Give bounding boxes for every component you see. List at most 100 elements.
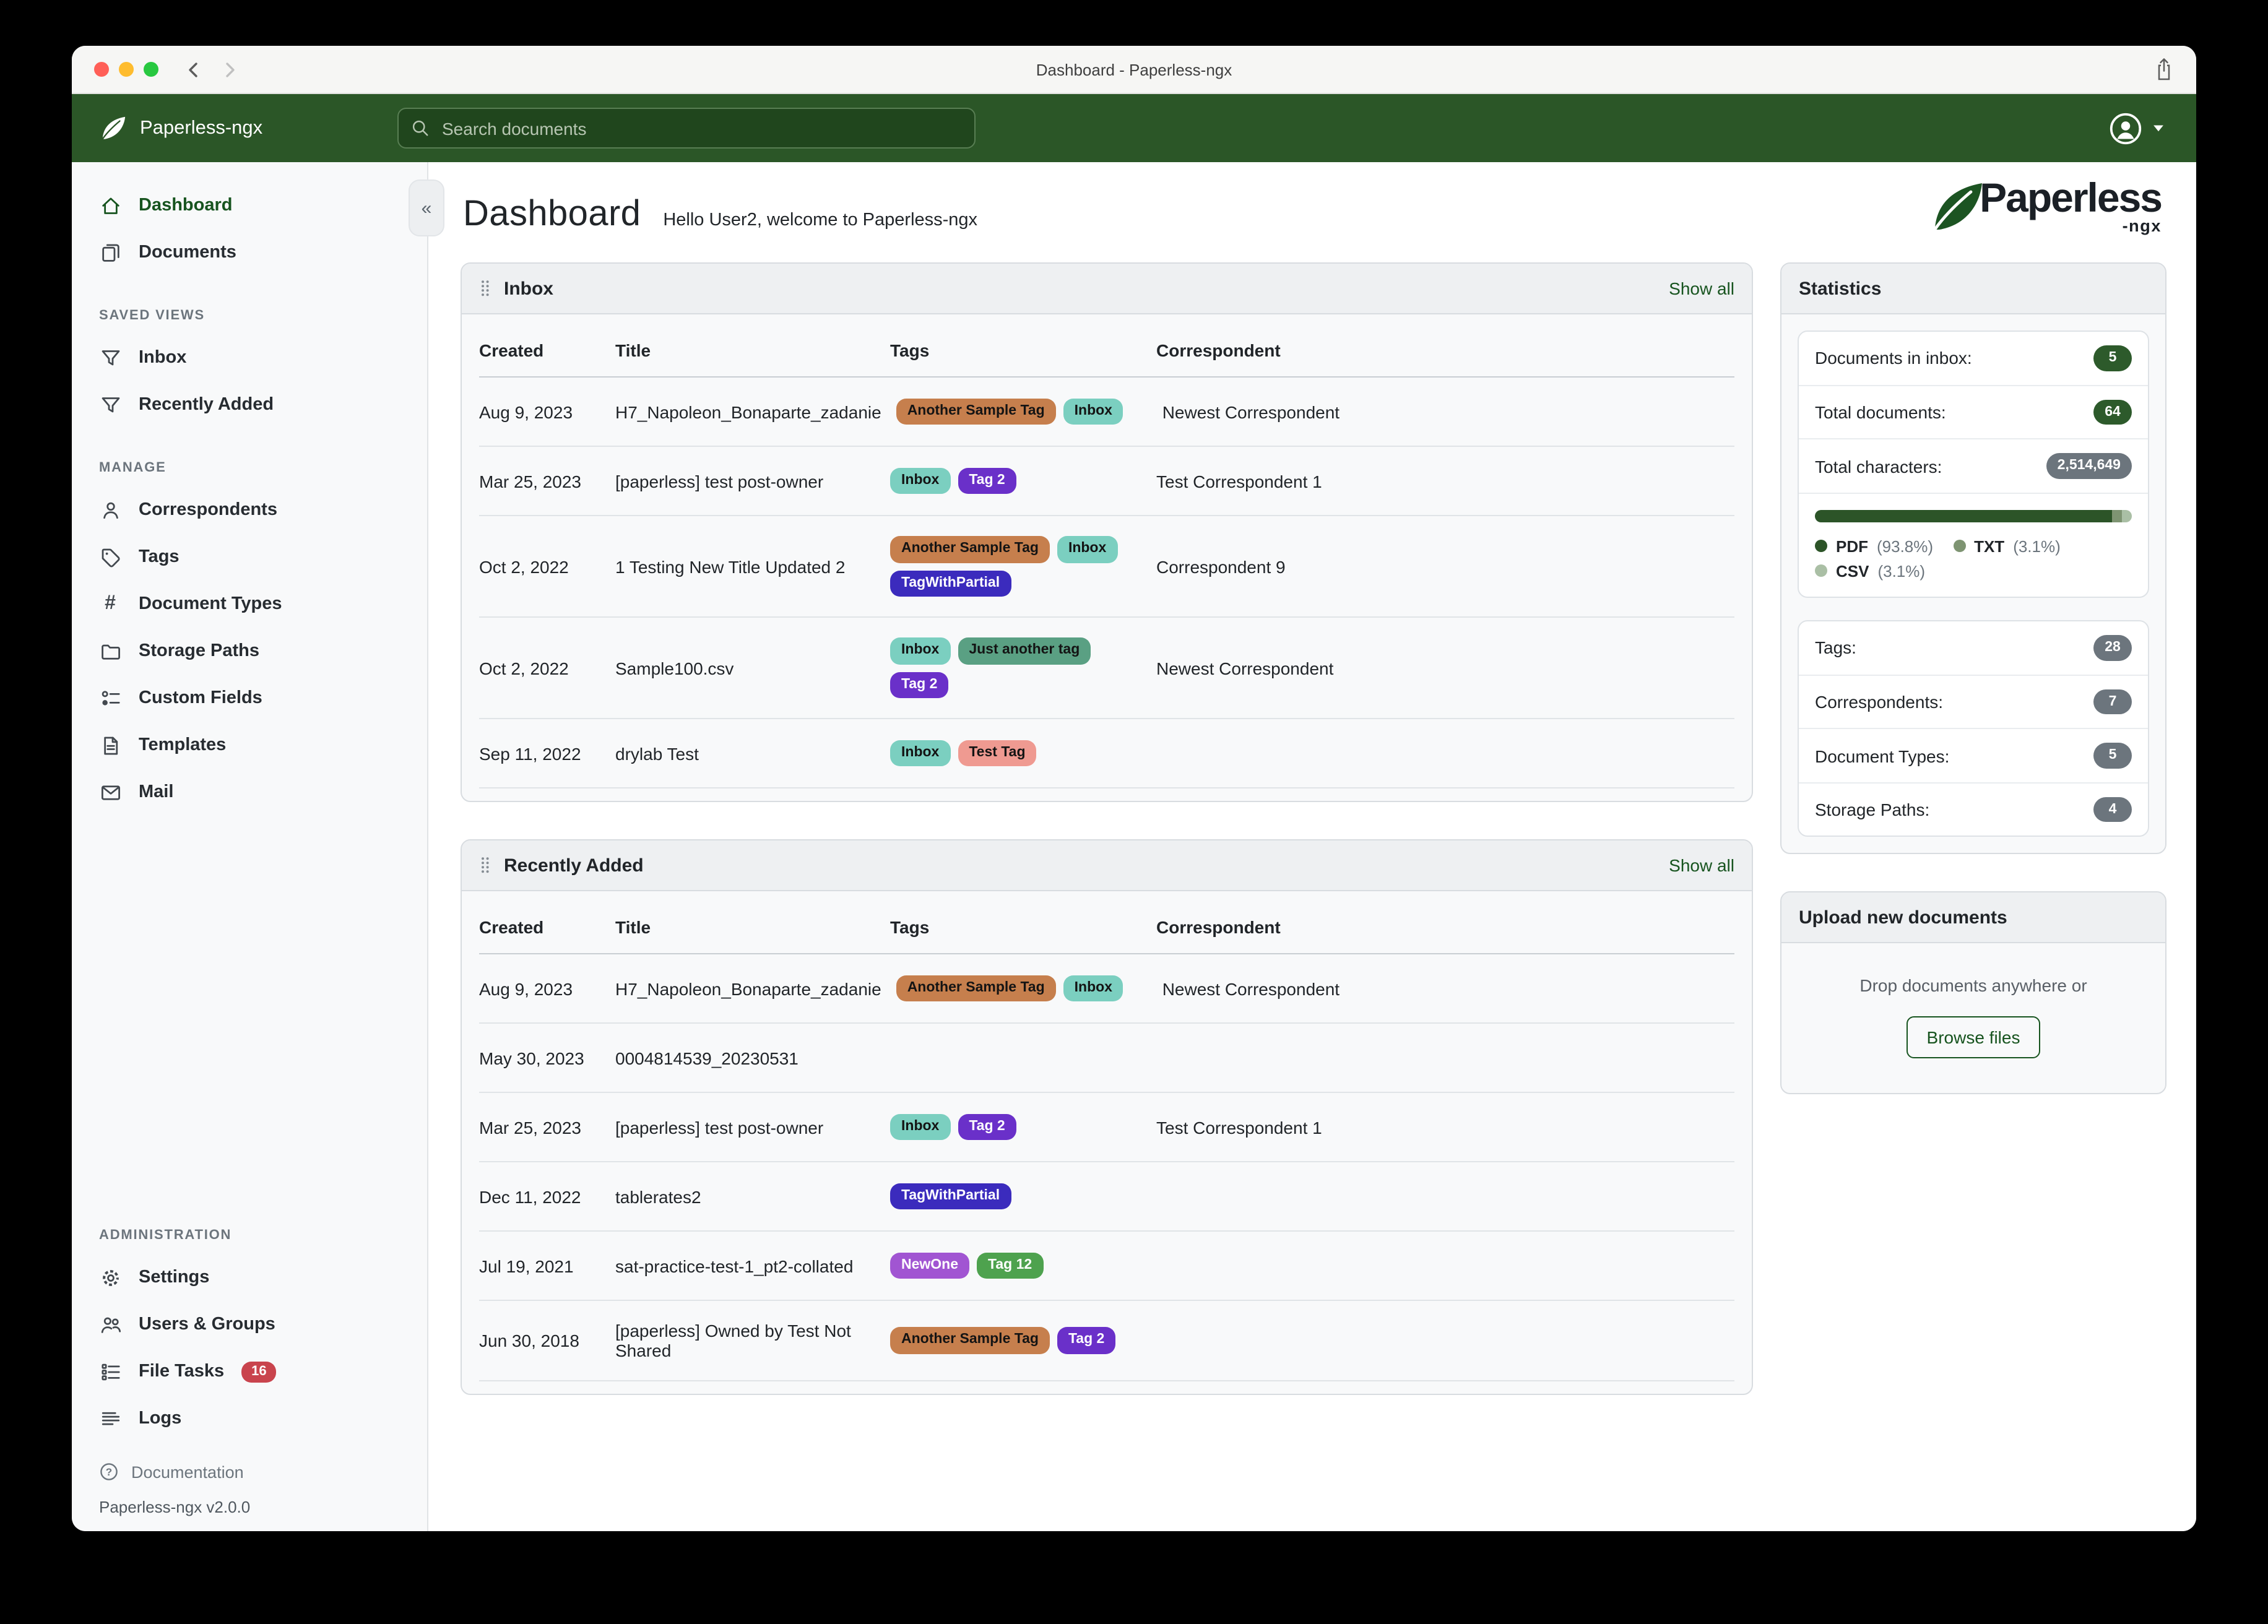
minimize-window-button[interactable] [119, 62, 134, 77]
tag-chip[interactable]: Another Sample Tag [896, 975, 1056, 1002]
created-cell: Sep 11, 2022 [479, 743, 581, 763]
tag-chip[interactable]: Tag 2 [958, 467, 1016, 495]
sidebar-item-correspondents[interactable]: Correspondents [72, 486, 427, 533]
tag-chip[interactable]: Inbox [890, 1113, 951, 1141]
tag-chip[interactable]: Test Tag [958, 740, 1037, 767]
svg-text:?: ? [106, 1466, 112, 1478]
statistics-row: Documents in inbox: 5 [1799, 332, 2148, 384]
hash-icon: # [105, 593, 116, 614]
sidebar-item-tags[interactable]: Tags [72, 533, 427, 581]
sidebar-item-dashboard[interactable]: Dashboard [72, 182, 427, 229]
document-title-link[interactable]: sat-practice-test-1_pt2-collated [615, 1256, 854, 1276]
tag-chip[interactable]: Inbox [890, 637, 951, 664]
sidebar-item-storage-paths[interactable]: Storage Paths [72, 628, 427, 675]
document-title-link[interactable]: tablerates2 [615, 1186, 701, 1206]
sidebar-item-file-tasks[interactable]: File Tasks 16 [72, 1348, 427, 1395]
created-cell: Oct 2, 2022 [479, 556, 569, 576]
tag-chip[interactable]: Tag 2 [1057, 1327, 1116, 1354]
dashboard-columns: Inbox Show all Created Title Tags Correspon… [461, 262, 2166, 1395]
share-icon[interactable] [2154, 57, 2174, 82]
app-window: Dashboard - Paperless-ngx Paperless-ngx [72, 46, 2196, 1531]
sidebar: « Dashboard Documents SAVED VIEWS Inbox Rece… [72, 162, 444, 1531]
column-header-created: Created [479, 340, 544, 360]
back-icon[interactable] [186, 61, 202, 77]
table-row: May 30, 2023 0004814539_20230531 [479, 1024, 1734, 1093]
tag-chip[interactable]: Another Sample Tag [890, 536, 1050, 563]
upload-widget-title: Upload new documents [1799, 907, 2007, 928]
window-title: Dashboard - Paperless-ngx [1036, 60, 1232, 79]
tags-cell: Inbox Just another tag Tag 2 [890, 637, 1156, 698]
tags-cell: Inbox Tag 2 [890, 467, 1156, 495]
created-cell: Aug 9, 2023 [479, 978, 573, 998]
tag-chip[interactable]: TagWithPartial [890, 1183, 1011, 1210]
main-content: Paperless -ngx Dashboard Hello User2, we… [428, 162, 2196, 1531]
inbox-widget-header: Inbox Show all [462, 264, 1752, 314]
correspondent-cell: Correspondent 9 [1156, 556, 1286, 576]
tag-chip[interactable]: NewOne [890, 1252, 970, 1279]
tag-chip[interactable]: Inbox [1063, 398, 1123, 425]
search-input[interactable] [439, 117, 962, 139]
table-row: Sep 11, 2022 drylab Test Inbox Test Tag [479, 719, 1734, 788]
sidebar-item-users-groups[interactable]: Users & Groups [72, 1301, 427, 1348]
user-menu[interactable] [2107, 110, 2196, 147]
sidebar-item-templates[interactable]: Templates [72, 722, 427, 769]
side-widgets-column: Statistics Documents in inbox: 5 Total doc… [1780, 262, 2166, 1095]
tag-chip[interactable]: Inbox [1057, 536, 1118, 563]
tag-chip[interactable]: Tag 2 [890, 672, 949, 698]
tags-cell: NewOne Tag 12 [890, 1252, 1156, 1279]
document-title-link[interactable]: Sample100.csv [615, 658, 734, 678]
document-title-link[interactable]: H7_Napoleon_Bonaparte_zadanie [615, 402, 881, 421]
tag-chip[interactable]: Another Sample Tag [896, 398, 1056, 425]
statistics-row: Total characters: 2,514,649 [1799, 438, 2148, 493]
zoom-window-button[interactable] [144, 62, 158, 77]
tag-chip[interactable]: Tag 2 [958, 1113, 1016, 1141]
progress-segment-txt [2112, 509, 2123, 522]
sidebar-item-custom-fields[interactable]: Custom Fields [72, 675, 427, 722]
sidebar-item-label: Recently Added [139, 395, 274, 415]
sidebar-item-label: Inbox [139, 348, 187, 368]
tag-chip[interactable]: Another Sample Tag [890, 1327, 1050, 1354]
tag-chip[interactable]: Just another tag [958, 637, 1091, 664]
documentation-link[interactable]: ? Documentation [99, 1462, 400, 1482]
document-title-link[interactable]: [paperless] Owned by Test Not Shared [615, 1321, 851, 1360]
statistics-count-badge: 4 [2093, 797, 2132, 823]
statistics-row-label: Document Types: [1815, 746, 1950, 766]
document-title-link[interactable]: 0004814539_20230531 [615, 1048, 799, 1068]
tag-chip[interactable]: TagWithPartial [890, 570, 1011, 597]
drag-handle-icon[interactable] [479, 855, 491, 875]
app-brand[interactable]: Paperless-ngx [99, 114, 397, 142]
recently-added-show-all-link[interactable]: Show all [1669, 855, 1734, 875]
document-title-link[interactable]: [paperless] test post-owner [615, 471, 824, 491]
document-title-link[interactable]: H7_Napoleon_Bonaparte_zadanie [615, 978, 881, 998]
browse-files-button[interactable]: Browse files [1907, 1016, 2040, 1059]
document-title-link[interactable]: drylab Test [615, 743, 699, 763]
document-title-link[interactable]: [paperless] test post-owner [615, 1117, 824, 1137]
sidebar-section-heading: SAVED VIEWS [99, 308, 205, 323]
upload-dropzone[interactable]: Drop documents anywhere or Browse files [1781, 944, 2165, 1094]
legend-percent: (93.8%) [1877, 537, 1934, 556]
sidebar-item-recently-added[interactable]: Recently Added [72, 381, 427, 428]
tag-chip[interactable]: Inbox [890, 740, 951, 767]
table-row: Dec 11, 2022 tablerates2 TagWithPartial [479, 1162, 1734, 1232]
sidebar-item-settings[interactable]: Settings [72, 1254, 427, 1301]
sidebar-item-logs[interactable]: Logs [72, 1395, 427, 1442]
drag-handle-icon[interactable] [479, 279, 491, 298]
file-icon [99, 734, 121, 756]
sidebar-item-document-types[interactable]: # Document Types [72, 581, 427, 628]
sidebar-item-inbox[interactable]: Inbox [72, 334, 427, 381]
inbox-show-all-link[interactable]: Show all [1669, 279, 1734, 298]
document-title-link[interactable]: 1 Testing New Title Updated 2 [615, 556, 846, 576]
sidebar-collapse-button[interactable]: « [409, 179, 444, 236]
sidebar-item-documents[interactable]: Documents [72, 229, 427, 276]
sidebar-item-mail[interactable]: Mail [72, 769, 427, 816]
close-window-button[interactable] [94, 62, 109, 77]
sidebar-item-label: Documents [139, 243, 236, 262]
statistics-primary-list: Documents in inbox: 5 Total documents: 64 To… [1798, 330, 2149, 598]
forward-icon[interactable] [222, 61, 238, 77]
sidebar-item-label: Tags [139, 547, 180, 567]
tag-chip[interactable]: Tag 12 [977, 1252, 1044, 1279]
tag-chip[interactable]: Inbox [890, 467, 951, 495]
tag-chip[interactable]: Inbox [1063, 975, 1123, 1002]
sidebar-section-heading: ADMINISTRATION [99, 1228, 232, 1243]
progress-segment-pdf [1815, 509, 2113, 522]
